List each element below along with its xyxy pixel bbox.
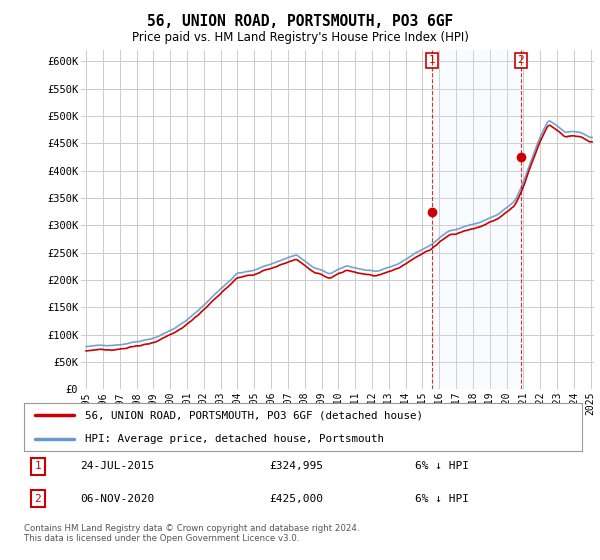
Text: 2: 2 xyxy=(517,55,524,66)
Text: Contains HM Land Registry data © Crown copyright and database right 2024.
This d: Contains HM Land Registry data © Crown c… xyxy=(24,524,359,543)
Text: HPI: Average price, detached house, Portsmouth: HPI: Average price, detached house, Port… xyxy=(85,434,385,444)
Text: 06-NOV-2020: 06-NOV-2020 xyxy=(80,494,154,503)
Text: 56, UNION ROAD, PORTSMOUTH, PO3 6GF (detached house): 56, UNION ROAD, PORTSMOUTH, PO3 6GF (det… xyxy=(85,410,424,420)
Text: 1: 1 xyxy=(35,461,41,472)
Text: £425,000: £425,000 xyxy=(269,494,323,503)
Text: 1: 1 xyxy=(428,55,435,66)
Text: 6% ↓ HPI: 6% ↓ HPI xyxy=(415,494,469,503)
Text: 2: 2 xyxy=(35,494,41,503)
Text: 56, UNION ROAD, PORTSMOUTH, PO3 6GF: 56, UNION ROAD, PORTSMOUTH, PO3 6GF xyxy=(147,14,453,29)
Text: 6% ↓ HPI: 6% ↓ HPI xyxy=(415,461,469,472)
Text: 24-JUL-2015: 24-JUL-2015 xyxy=(80,461,154,472)
Bar xyxy=(432,50,521,389)
Text: £324,995: £324,995 xyxy=(269,461,323,472)
Text: Price paid vs. HM Land Registry's House Price Index (HPI): Price paid vs. HM Land Registry's House … xyxy=(131,31,469,44)
